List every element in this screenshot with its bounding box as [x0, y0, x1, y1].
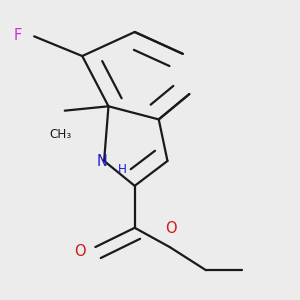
- Text: O: O: [74, 244, 86, 259]
- Text: CH₃: CH₃: [49, 128, 71, 141]
- Text: F: F: [14, 28, 22, 43]
- Text: N: N: [97, 154, 107, 169]
- Text: H: H: [118, 163, 127, 176]
- Text: O: O: [165, 221, 176, 236]
